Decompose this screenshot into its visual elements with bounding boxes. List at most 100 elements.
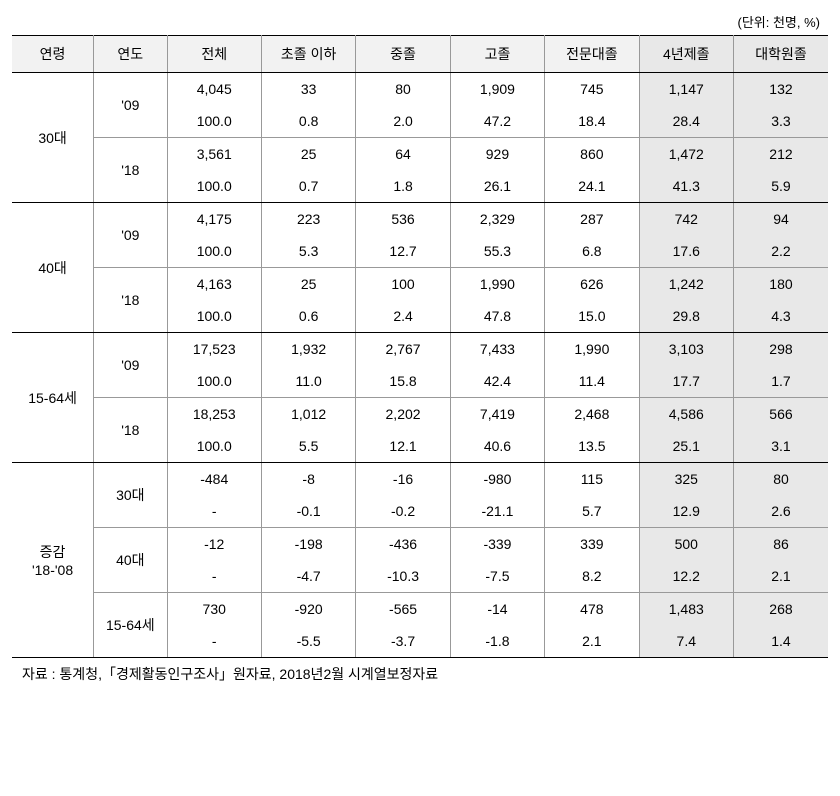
data-cell: -14: [450, 593, 544, 626]
column-header: 전문대졸: [545, 36, 639, 73]
data-cell: 4,586: [639, 398, 733, 431]
data-cell: 4,045: [167, 73, 261, 106]
table-row: 40대'094,1752235362,32928774294: [12, 203, 828, 236]
data-cell: 11.4: [545, 365, 639, 398]
data-cell: 11.0: [261, 365, 355, 398]
data-cell: 1.7: [733, 365, 828, 398]
data-cell: 15.8: [356, 365, 450, 398]
data-cell: -0.2: [356, 495, 450, 528]
data-cell: 94: [733, 203, 828, 236]
column-header: 전체: [167, 36, 261, 73]
data-cell: 100: [356, 268, 450, 301]
data-cell: 566: [733, 398, 828, 431]
data-cell: 12.2: [639, 560, 733, 593]
data-cell: 12.1: [356, 430, 450, 463]
column-header: 연령: [12, 36, 94, 73]
data-cell: 2,329: [450, 203, 544, 236]
data-cell: 212: [733, 138, 828, 171]
data-cell: -920: [261, 593, 355, 626]
data-cell: 17.7: [639, 365, 733, 398]
data-cell: 24.1: [545, 170, 639, 203]
data-cell: 100.0: [167, 235, 261, 268]
data-cell: 1,483: [639, 593, 733, 626]
data-cell: 8.2: [545, 560, 639, 593]
data-cell: -: [167, 625, 261, 658]
data-cell: 2.4: [356, 300, 450, 333]
data-cell: 730: [167, 593, 261, 626]
age-cell: 30대: [12, 73, 94, 203]
data-cell: -5.5: [261, 625, 355, 658]
data-cell: -198: [261, 528, 355, 561]
data-cell: 5.5: [261, 430, 355, 463]
year-cell: '09: [94, 73, 167, 138]
data-cell: 6.8: [545, 235, 639, 268]
column-header: 연도: [94, 36, 167, 73]
data-cell: 17,523: [167, 333, 261, 366]
age-cell: 40대: [12, 203, 94, 333]
year-cell: 15-64세: [94, 593, 167, 658]
data-cell: -436: [356, 528, 450, 561]
data-cell: 47.2: [450, 105, 544, 138]
year-cell: '18: [94, 268, 167, 333]
data-cell: -484: [167, 463, 261, 496]
data-cell: 287: [545, 203, 639, 236]
data-cell: 4,175: [167, 203, 261, 236]
data-cell: 17.6: [639, 235, 733, 268]
data-cell: 26.1: [450, 170, 544, 203]
table-row: 15-64세730-920-565-144781,483268: [12, 593, 828, 626]
data-table: 연령연도전체초졸 이하중졸고졸전문대졸4년제졸대학원졸 30대'094,0453…: [12, 35, 828, 658]
data-cell: 15.0: [545, 300, 639, 333]
data-cell: -8: [261, 463, 355, 496]
data-cell: 25: [261, 138, 355, 171]
data-cell: 100.0: [167, 300, 261, 333]
data-cell: 325: [639, 463, 733, 496]
data-cell: 28.4: [639, 105, 733, 138]
data-cell: 3,561: [167, 138, 261, 171]
data-cell: 745: [545, 73, 639, 106]
data-cell: 33: [261, 73, 355, 106]
data-cell: 1,147: [639, 73, 733, 106]
data-cell: 0.7: [261, 170, 355, 203]
data-cell: 2.2: [733, 235, 828, 268]
data-cell: 5.7: [545, 495, 639, 528]
column-header: 초졸 이하: [261, 36, 355, 73]
data-cell: 100.0: [167, 170, 261, 203]
year-cell: '18: [94, 398, 167, 463]
data-cell: -0.1: [261, 495, 355, 528]
data-cell: -: [167, 560, 261, 593]
data-cell: 18.4: [545, 105, 639, 138]
data-cell: 500: [639, 528, 733, 561]
data-cell: 0.6: [261, 300, 355, 333]
age-cell: 증감'18-'08: [12, 463, 94, 658]
data-cell: -1.8: [450, 625, 544, 658]
data-cell: 55.3: [450, 235, 544, 268]
data-cell: 0.8: [261, 105, 355, 138]
data-cell: 268: [733, 593, 828, 626]
unit-label: (단위: 천명, %): [12, 12, 828, 31]
data-cell: 100.0: [167, 105, 261, 138]
data-cell: 3.1: [733, 430, 828, 463]
table-row: 30대'094,04533801,9097451,147132: [12, 73, 828, 106]
data-cell: 1,990: [545, 333, 639, 366]
data-cell: 929: [450, 138, 544, 171]
data-cell: 1,472: [639, 138, 733, 171]
data-cell: -4.7: [261, 560, 355, 593]
data-cell: -21.1: [450, 495, 544, 528]
data-cell: 2.6: [733, 495, 828, 528]
year-cell: '18: [94, 138, 167, 203]
data-cell: 1,990: [450, 268, 544, 301]
data-cell: 115: [545, 463, 639, 496]
header-row: 연령연도전체초졸 이하중졸고졸전문대졸4년제졸대학원졸: [12, 36, 828, 73]
data-cell: -10.3: [356, 560, 450, 593]
data-cell: 13.5: [545, 430, 639, 463]
data-cell: -3.7: [356, 625, 450, 658]
data-cell: 80: [733, 463, 828, 496]
data-cell: 298: [733, 333, 828, 366]
data-cell: 2,202: [356, 398, 450, 431]
data-cell: 1,909: [450, 73, 544, 106]
data-cell: -16: [356, 463, 450, 496]
data-cell: 25.1: [639, 430, 733, 463]
data-cell: 12.9: [639, 495, 733, 528]
age-cell: 15-64세: [12, 333, 94, 463]
table-row: '1818,2531,0122,2027,4192,4684,586566: [12, 398, 828, 431]
